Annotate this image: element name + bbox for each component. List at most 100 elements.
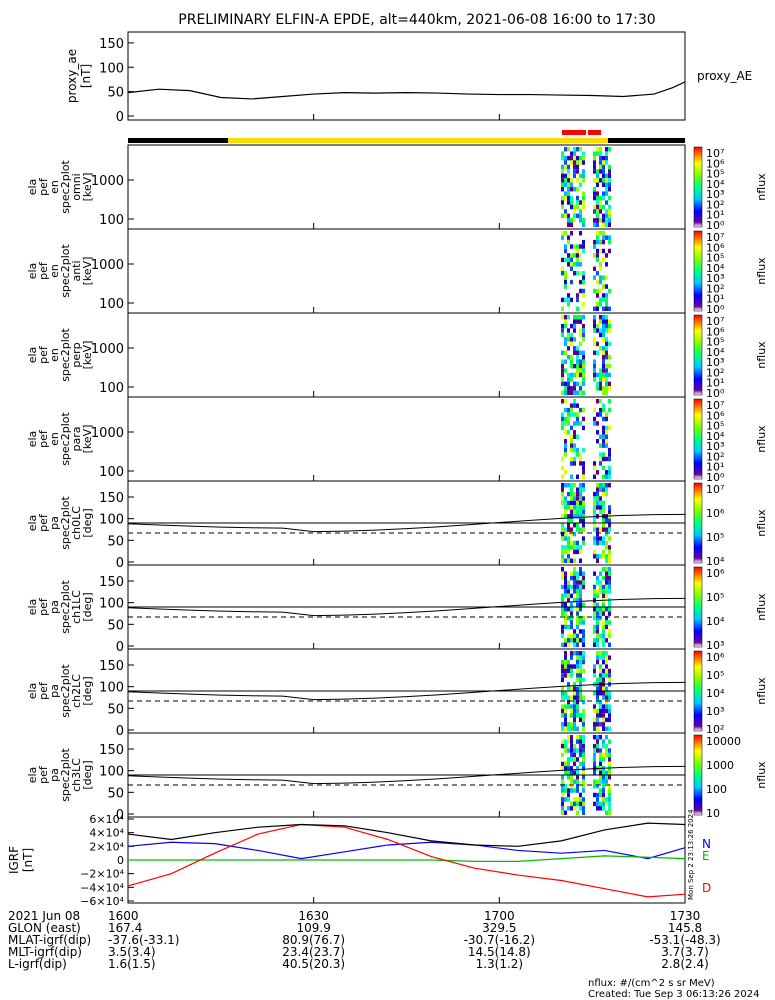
pa_spec2plot_ch3LC-cell — [567, 797, 570, 802]
pa_spec2plot_ch0LC-lc-line — [127, 513, 686, 533]
pa_spec2plot_ch0LC-cell — [582, 523, 585, 528]
pa_spec2plot_ch0LC-cell — [579, 500, 582, 506]
ephemeris-value: 1.3(1.2) — [476, 957, 524, 971]
pa_spec2plot_ch2LC-cell — [573, 708, 576, 714]
en_spec2plot_omni-cell — [564, 160, 567, 165]
en_spec2plot_para-cell — [605, 474, 608, 479]
en_spec2plot_anti-cell — [599, 279, 602, 285]
pa_spec2plot_ch0LC-cell — [579, 505, 582, 510]
en_spec2plot_para-cell — [576, 447, 579, 453]
en_spec2plot_perp-cell — [573, 346, 576, 351]
en_spec2plot_perp-cell — [576, 315, 579, 320]
en_spec2plot_anti-cell — [573, 253, 576, 258]
en_spec2plot_omni-cell — [596, 147, 599, 152]
pa_spec2plot_ch2LC-colorbar-tick: 10² — [706, 723, 724, 736]
pa_spec2plot_ch3LC-cell — [579, 748, 582, 753]
en_spec2plot_para-cell — [576, 416, 579, 422]
en_spec2plot_omni-cell — [564, 182, 567, 187]
pa_spec2plot_ch1LC-cell — [567, 598, 570, 603]
pa_spec2plot_ch1LC-cell — [576, 589, 579, 594]
pa_spec2plot_ch0LC-cell — [605, 527, 608, 532]
pa_spec2plot_ch1LC-cell — [593, 593, 596, 599]
pa_spec2plot_ch1LC-cell — [567, 638, 570, 643]
pa_spec2plot_ch1LC-cell — [596, 633, 599, 639]
pa_spec2plot_ch2LC-cell — [582, 677, 585, 683]
pa_spec2plot_ch0LC-cell — [593, 509, 596, 515]
pa_spec2plot_ch2LC-cell — [570, 708, 573, 714]
pa_spec2plot_ch0LC-colorbar-label: nflux — [755, 509, 768, 537]
en_spec2plot_para-cell — [582, 461, 585, 466]
en_spec2plot_omni-ylabel: [keV] — [81, 173, 94, 202]
pa_spec2plot_ch1LC-cell — [564, 580, 567, 585]
en_spec2plot_omni-cell — [596, 209, 599, 214]
pa_spec2plot_ch0LC-cell — [564, 549, 567, 555]
pa_spec2plot_ch0LC-cell — [593, 505, 596, 510]
pa_spec2plot_ch0LC-cell — [605, 545, 608, 550]
pa_spec2plot_ch3LC-cell — [567, 775, 570, 780]
en_spec2plot_perp-colorbar-tick: 10¹ — [706, 377, 724, 390]
en_spec2plot_para-cell — [608, 465, 611, 471]
en_spec2plot_omni-colorbar-tick: 10¹ — [706, 209, 724, 222]
pa_spec2plot_ch3LC-cell — [582, 770, 585, 775]
en_spec2plot_anti-cell — [602, 248, 605, 254]
pa_spec2plot_ch3LC-colorbar-tick: 100 — [706, 783, 727, 796]
en_spec2plot_perp-cell — [570, 337, 573, 342]
en_spec2plot_anti-cell — [602, 239, 605, 245]
pa_spec2plot_ch2LC-cell — [605, 659, 608, 665]
en_spec2plot_perp-cell — [605, 381, 608, 387]
en_spec2plot_perp-cell — [608, 363, 611, 369]
pa_spec2plot_ch2LC-cell — [573, 699, 576, 705]
en_spec2plot_omni-cell — [573, 160, 576, 165]
pa_spec2plot_ch2LC-tick-label: 0 — [116, 724, 124, 739]
pa_spec2plot_ch2LC-cell — [596, 655, 599, 660]
pa_spec2plot_ch1LC-cell — [561, 584, 564, 590]
en_spec2plot_para-cell — [576, 421, 579, 426]
en_spec2plot_para-cell — [561, 474, 564, 479]
pa_spec2plot_ch0LC-cell — [567, 554, 570, 559]
en_spec2plot_para-tick-label: 100 — [99, 465, 124, 480]
pa_spec2plot_ch2LC-cell — [573, 722, 576, 727]
pa_spec2plot_ch0LC-ylabel: pa — [48, 516, 61, 530]
en_spec2plot_perp-cell — [582, 350, 585, 355]
pa_spec2plot_ch0LC-cell — [567, 500, 570, 506]
en_spec2plot_omni-cell — [564, 178, 567, 183]
pa_spec2plot_ch1LC-cell — [593, 629, 596, 634]
en_spec2plot_perp-cell — [561, 363, 564, 369]
pa_spec2plot_ch2LC-cell — [564, 722, 567, 727]
pa_spec2plot_ch2LC-cell — [561, 686, 564, 691]
pa_spec2plot_ch0LC-cell — [582, 527, 585, 532]
pa_spec2plot_ch1LC-cell — [561, 602, 564, 607]
en_spec2plot_perp-cell — [573, 381, 576, 387]
en_spec2plot_anti-cell — [599, 302, 602, 307]
en_spec2plot_anti-cell — [564, 279, 567, 285]
en_spec2plot_anti-cell — [605, 253, 608, 258]
pa_spec2plot_ch3LC-cell — [576, 779, 579, 784]
pa_spec2plot_ch3LC-cell — [602, 743, 605, 749]
pa_spec2plot_ch1LC-cell — [579, 584, 582, 590]
en_spec2plot_anti-ylabel: pef — [37, 261, 50, 280]
en_spec2plot_perp-cell — [570, 359, 573, 364]
en_spec2plot_para-colorbar-tick: 10⁵ — [706, 420, 724, 433]
pa_spec2plot_ch2LC-cell — [605, 695, 608, 700]
en_spec2plot_perp-cell — [561, 359, 564, 364]
pa_spec2plot_ch3LC-cell — [608, 783, 611, 789]
en_spec2plot_perp-cell — [599, 372, 602, 378]
pa_spec2plot_ch2LC-cell — [605, 717, 608, 723]
pa_spec2plot_ch2LC-cell — [602, 651, 605, 656]
en_spec2plot_anti-tick-label: 1000 — [91, 258, 124, 273]
en_spec2plot_omni-cell — [567, 173, 570, 179]
pa_spec2plot_ch2LC-cell — [573, 686, 576, 691]
pa_spec2plot_ch1LC-cell — [576, 571, 579, 576]
en_spec2plot_omni-cell — [596, 173, 599, 179]
pa_spec2plot_ch2LC-cell — [576, 691, 579, 696]
en_spec2plot_perp-cell — [570, 363, 573, 369]
pa_spec2plot_ch3LC-cell — [573, 779, 576, 784]
pa_spec2plot_ch1LC-cell — [582, 638, 585, 643]
en_spec2plot_para-cell — [596, 399, 599, 404]
pa_spec2plot_ch2LC-cell — [596, 659, 599, 665]
pa_spec2plot_ch3LC-cell — [564, 770, 567, 775]
pa_spec2plot_ch0LC-cell — [596, 554, 599, 559]
pa_spec2plot_ch0LC-cell — [608, 527, 611, 532]
en_spec2plot_para-cell — [596, 439, 599, 444]
pa_spec2plot_ch1LC-cell — [573, 584, 576, 590]
